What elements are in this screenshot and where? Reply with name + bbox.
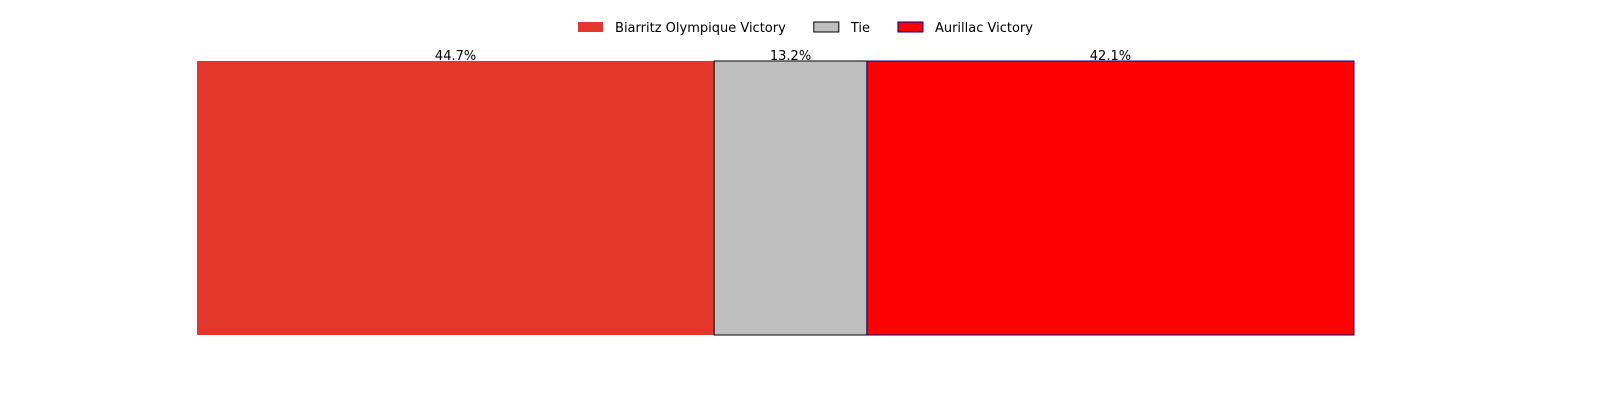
bar-biarritz-olympique-victory bbox=[197, 61, 715, 335]
legend: Biarritz Olympique Victory Tie Aurillac Vi… bbox=[578, 21, 1033, 36]
label-tie: 13.2% bbox=[770, 49, 811, 64]
legend-swatch-biarritz-olympique-victory bbox=[578, 22, 604, 32]
legend-swatch-tie bbox=[813, 21, 840, 33]
legend-swatch-aurillac-victory bbox=[897, 21, 924, 33]
percentage-labels: 44.7% 13.2% 42.1% bbox=[435, 49, 1131, 64]
legend-label-aurillac-victory: Aurillac Victory bbox=[935, 21, 1033, 36]
label-biarritz-olympique-victory: 44.7% bbox=[435, 49, 476, 64]
bar-tie bbox=[713, 60, 868, 336]
bar-aurillac-victory bbox=[866, 60, 1355, 336]
legend-label-tie: Tie bbox=[850, 21, 870, 36]
legend-label-biarritz-olympique-victory: Biarritz Olympique Victory bbox=[615, 21, 786, 36]
bar-segments bbox=[197, 60, 1355, 336]
label-aurillac-victory: 42.1% bbox=[1090, 49, 1131, 64]
